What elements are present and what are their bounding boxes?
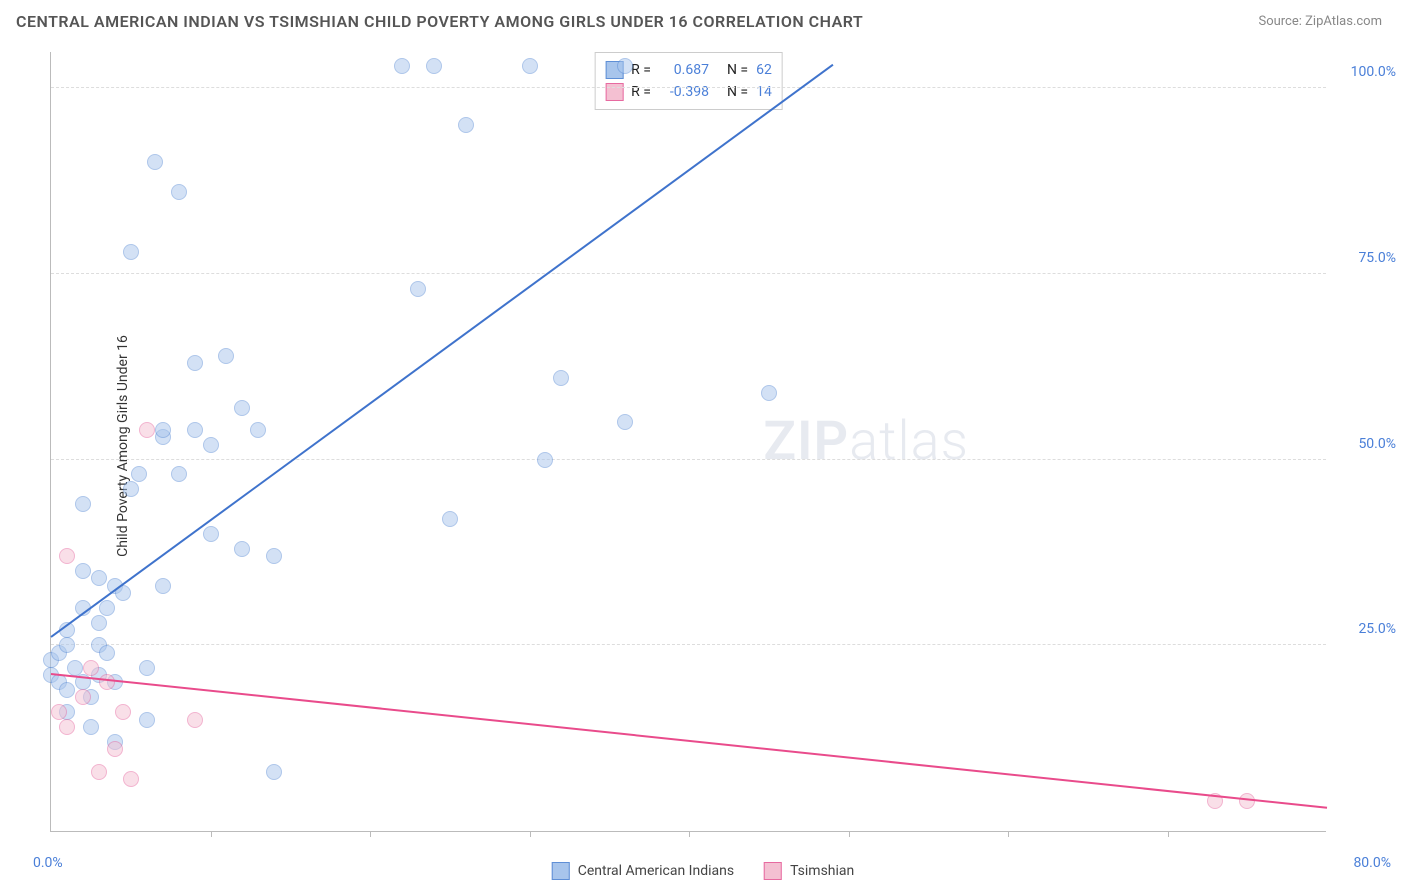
data-point	[155, 422, 171, 438]
data-point	[761, 385, 777, 401]
source-attribution: Source: ZipAtlas.com	[1258, 14, 1382, 29]
data-point	[91, 764, 107, 780]
data-point	[171, 184, 187, 200]
data-point	[218, 348, 234, 364]
data-point	[67, 660, 83, 676]
y-tick-label: 75.0%	[1336, 250, 1396, 266]
x-tick-mark	[1008, 831, 1009, 837]
data-point	[234, 541, 250, 557]
trend-line	[51, 673, 1327, 809]
data-point	[123, 481, 139, 497]
watermark: ZIPatlas	[763, 410, 969, 473]
n-value: 62	[756, 62, 772, 78]
series-legend: Central American Indians Tsimshian	[552, 862, 855, 880]
x-tick-mark	[1168, 831, 1169, 837]
legend-item: Central American Indians	[552, 862, 734, 880]
data-point	[458, 117, 474, 133]
y-tick-label: 100.0%	[1336, 64, 1396, 80]
data-point	[1239, 793, 1255, 809]
x-tick-mark	[530, 831, 531, 837]
x-tick-zero: 0.0%	[33, 855, 63, 871]
n-label: N =	[727, 62, 748, 78]
data-point	[75, 689, 91, 705]
data-point	[107, 741, 123, 757]
data-point	[537, 452, 553, 468]
legend-label: Tsimshian	[790, 863, 854, 879]
data-point	[553, 370, 569, 386]
legend-item: Tsimshian	[764, 862, 854, 880]
data-point	[426, 58, 442, 74]
y-tick-label: 50.0%	[1336, 436, 1396, 452]
data-point	[91, 570, 107, 586]
data-point	[187, 355, 203, 371]
data-point	[75, 496, 91, 512]
x-tick-mark	[370, 831, 371, 837]
data-point	[187, 712, 203, 728]
data-point	[266, 764, 282, 780]
data-point	[187, 422, 203, 438]
data-point	[394, 58, 410, 74]
x-tick-mark	[211, 831, 212, 837]
data-point	[442, 511, 458, 527]
data-point	[99, 600, 115, 616]
data-point	[51, 704, 67, 720]
data-point	[139, 422, 155, 438]
data-point	[617, 414, 633, 430]
data-point	[522, 58, 538, 74]
gridline	[51, 273, 1326, 274]
trend-line	[50, 64, 833, 638]
legend-swatch	[552, 862, 570, 880]
data-point	[139, 660, 155, 676]
data-point	[91, 615, 107, 631]
data-point	[131, 466, 147, 482]
data-point	[123, 771, 139, 787]
data-point	[139, 712, 155, 728]
correlation-row: R =-0.398N =14	[605, 81, 772, 103]
data-point	[123, 244, 139, 260]
data-point	[99, 674, 115, 690]
data-point	[59, 637, 75, 653]
x-tick-mark	[849, 831, 850, 837]
data-point	[155, 578, 171, 594]
gridline	[51, 459, 1326, 460]
data-point	[115, 704, 131, 720]
data-point	[234, 400, 250, 416]
gridline	[51, 87, 1326, 88]
chart-title: CENTRAL AMERICAN INDIAN VS TSIMSHIAN CHI…	[16, 12, 863, 31]
data-point	[266, 548, 282, 564]
x-tick-max: 80.0%	[1353, 855, 1391, 871]
r-label: R =	[631, 62, 651, 78]
data-point	[617, 58, 633, 74]
y-tick-label: 25.0%	[1336, 621, 1396, 637]
data-point	[171, 466, 187, 482]
legend-label: Central American Indians	[578, 863, 734, 879]
data-point	[250, 422, 266, 438]
r-value: 0.687	[659, 62, 709, 78]
data-point	[75, 563, 91, 579]
data-point	[83, 719, 99, 735]
legend-swatch	[605, 83, 623, 101]
scatter-plot: ZIPatlas R =0.687N =62R =-0.398N =14 0.0…	[50, 52, 1326, 832]
data-point	[59, 548, 75, 564]
data-point	[203, 526, 219, 542]
x-tick-mark	[689, 831, 690, 837]
data-point	[99, 645, 115, 661]
data-point	[83, 660, 99, 676]
gridline	[51, 644, 1326, 645]
data-point	[147, 154, 163, 170]
data-point	[59, 682, 75, 698]
data-point	[203, 437, 219, 453]
data-point	[59, 719, 75, 735]
data-point	[410, 281, 426, 297]
legend-swatch	[764, 862, 782, 880]
